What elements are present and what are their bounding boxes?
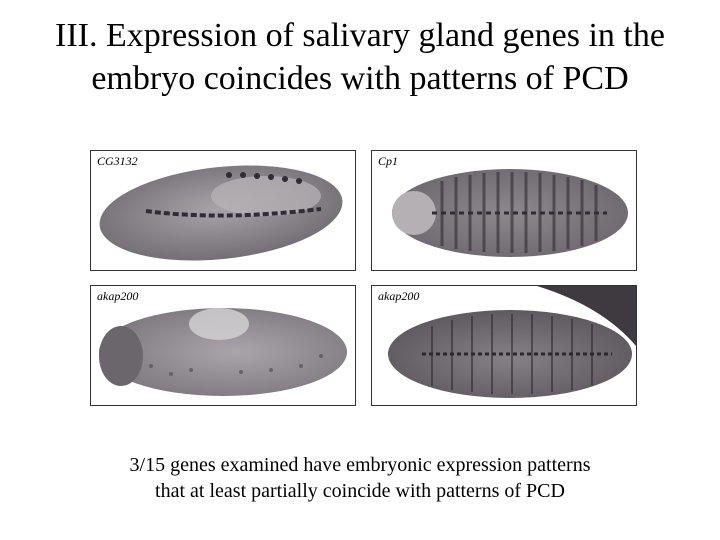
slide-caption: 3/15 genes examined have embryonic expre…: [0, 452, 720, 504]
slide-title: III. Expression of salivary gland genes …: [0, 14, 720, 100]
panel-label: CG3132: [97, 154, 138, 168]
embryo-image: [388, 286, 636, 398]
embryo-image: [99, 308, 347, 396]
embryo-image: [99, 165, 343, 261]
embryo-panel-cg3132: CG3132: [90, 150, 356, 271]
embryo-panel-akap200-right: akap200: [371, 285, 637, 406]
panel-label: akap200: [97, 289, 139, 303]
embryo-panel-cp1: Cp1: [371, 150, 637, 271]
panel-label: Cp1: [378, 154, 399, 168]
title-line-1: III. Expression of salivary gland genes …: [55, 17, 665, 54]
title-line-2: embryo coincides with patterns of PCD: [91, 60, 629, 97]
embryo-image: [392, 169, 628, 257]
caption-line-2: that at least partially coincide with pa…: [155, 480, 565, 502]
embryo-panel-akap200-left: akap200: [90, 285, 356, 406]
caption-line-1: 3/15 genes examined have embryonic expre…: [129, 454, 591, 476]
panel-label: akap200: [378, 289, 420, 303]
